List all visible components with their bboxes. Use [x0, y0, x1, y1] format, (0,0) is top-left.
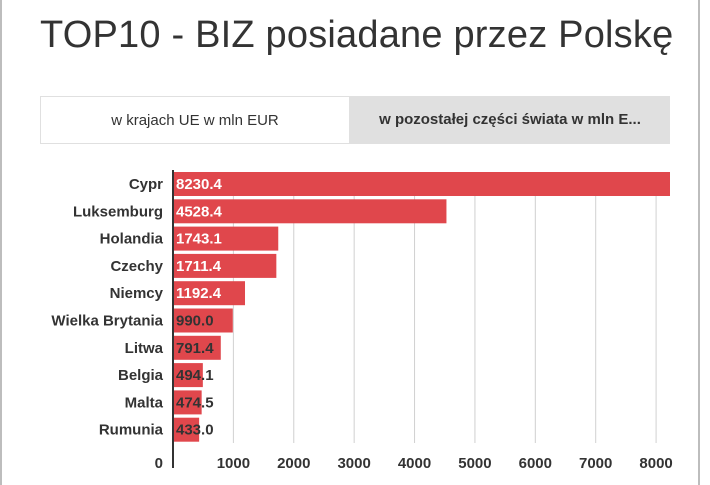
category-label: Cypr [129, 176, 163, 193]
category-label: Litwa [125, 340, 164, 357]
x-tick-label: 2000 [277, 455, 310, 472]
tab-bar: w krajach UE w mln EUR w pozostałej częś… [40, 96, 670, 144]
data-label: 433.0 [176, 422, 214, 439]
category-label: Niemcy [110, 285, 164, 302]
data-label: 474.5 [176, 394, 214, 411]
x-tick-label: 8000 [639, 455, 672, 472]
x-tick-label: 4000 [398, 455, 431, 472]
category-label: Rumunia [99, 422, 164, 439]
data-label: 1192.4 [176, 285, 222, 302]
bar-9 [173, 417, 200, 442]
category-label: Czechy [110, 258, 163, 275]
frame-right-border [698, 0, 700, 485]
category-label: Belgia [118, 367, 164, 384]
x-tick-label: 6000 [519, 455, 552, 472]
data-label: 791.4 [176, 340, 214, 357]
bar-6 [173, 335, 221, 360]
x-tick-label: 7000 [579, 455, 612, 472]
data-label: 494.1 [176, 367, 214, 384]
bar-2 [173, 226, 279, 251]
category-label: Luksemburg [73, 203, 163, 220]
bar-3 [173, 253, 277, 278]
bar-5 [173, 308, 233, 333]
x-tick-label: 3000 [337, 455, 370, 472]
bar-0 [173, 172, 670, 196]
data-label: 1711.4 [176, 258, 222, 275]
bar-chart: Cypr 8230.4 Luksemburg 4528.4 Holandia 1743.1… [51, 170, 673, 472]
category-label: Holandia [100, 231, 164, 248]
page-title: TOP10 - BIZ posiadane przez Polskę [40, 14, 674, 56]
bar-7 [173, 363, 203, 388]
x-tick-label: 5000 [458, 455, 491, 472]
x-tick-label: 0 [155, 455, 163, 472]
frame-left-border [0, 0, 2, 485]
category-label: Malta [125, 394, 164, 411]
bar-4 [173, 281, 246, 306]
tab-rest-of-world[interactable]: w pozostałej części świata w mln E... [379, 111, 641, 128]
category-label: Wielka Brytania [51, 313, 163, 330]
data-label: 990.0 [176, 313, 214, 330]
data-label: 8230.4 [176, 176, 223, 193]
data-label: 1743.1 [176, 231, 222, 248]
data-label: 4528.4 [176, 203, 223, 220]
bar-8 [173, 390, 202, 415]
x-tick-label: 1000 [217, 455, 250, 472]
bar-1 [173, 199, 447, 224]
tab-eu[interactable]: w krajach UE w mln EUR [40, 96, 350, 144]
